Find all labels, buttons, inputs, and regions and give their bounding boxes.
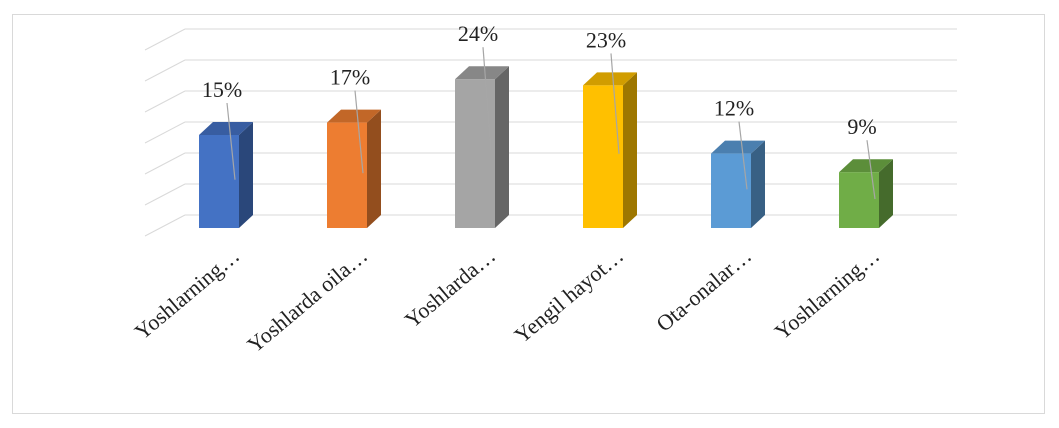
gridline-diagonal [144,214,186,237]
chart-frame: 15% 17% 24% 23% 12% 9% Yoshlarning… Yoshlarda … [12,14,1045,414]
bar-side [367,109,381,228]
category-label: Ota-onalar… [651,243,756,337]
bar-chart: 15% 17%24% 23%12%9% Yoshlarning…Yoshlarda … [130,21,957,358]
bar-top [327,109,381,123]
data-label: 17% [330,65,370,90]
leader-line [354,90,364,174]
data-label: 23% [586,27,626,52]
bar-side [623,72,637,229]
bar-top [583,72,637,86]
bar [199,135,239,228]
data-label: 24% [458,21,498,46]
bar-top [839,159,893,173]
bar-side [751,140,765,228]
bar-top [455,66,509,80]
leader-line [610,53,620,154]
bar-side [239,122,253,228]
data-label: 12% [714,96,754,121]
category-label: Yoshlarda oila… [242,243,372,358]
bar-side [495,66,509,228]
category-label: Yoshlarning… [130,243,245,345]
category-label: Yoshlarda… [400,243,501,333]
gridline-diagonal [144,152,186,175]
bar [455,79,495,228]
leader-line [866,140,876,200]
bar-top [711,140,765,154]
gridline-diagonal [144,59,186,82]
gridline-diagonal [144,28,186,51]
bar [583,85,623,229]
data-label: 15% [202,77,242,102]
leader-lines [226,47,876,200]
gridlines [144,28,957,237]
data-label: 9% [847,114,876,139]
category-label: Yengil hayot… [509,243,628,348]
bars [199,66,893,229]
bar-top [199,122,253,135]
leader-line [738,121,748,190]
leader-line [482,47,492,151]
gridline-diagonal [144,183,186,206]
bar [711,153,751,228]
category-labels: Yoshlarning…Yoshlarda oila… Yoshlarda… Yen… [130,243,885,358]
bar-side [879,159,893,228]
gridline-diagonal [144,121,186,144]
data-labels: 15% 17% 24% 23% 12% 9% [202,21,877,139]
bar [327,122,367,228]
leader-line [226,102,236,180]
category-label: Yoshlarning… [770,243,885,345]
gridline-diagonal [144,90,186,113]
